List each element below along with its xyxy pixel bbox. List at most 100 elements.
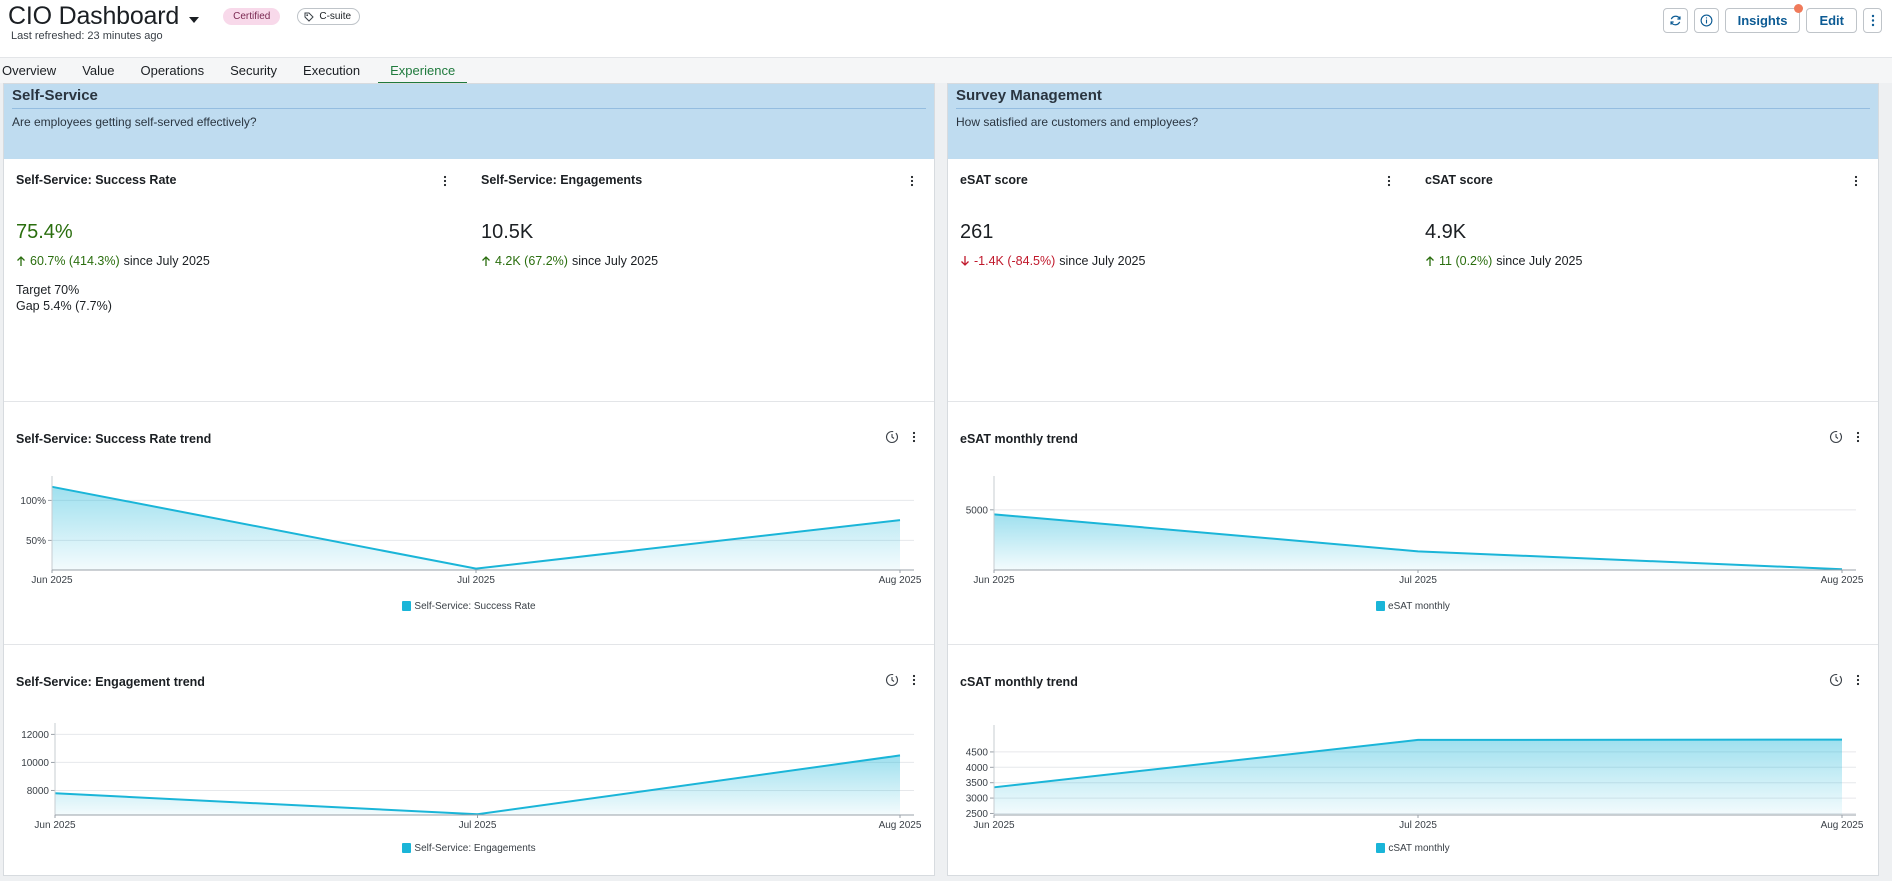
delta-since: since July 2025 bbox=[571, 254, 659, 268]
target-value: 70% bbox=[54, 283, 80, 297]
tab-security[interactable]: Security bbox=[230, 63, 278, 78]
kebab-icon[interactable] bbox=[1856, 674, 1860, 686]
kebab-icon[interactable] bbox=[912, 674, 916, 686]
y-tick-label: 100% bbox=[20, 496, 46, 507]
y-tick-label: 4500 bbox=[966, 747, 989, 758]
area-fill bbox=[994, 514, 1842, 570]
group-description: Are employees getting self-served effect… bbox=[12, 115, 257, 129]
info-button[interactable] bbox=[1693, 8, 1719, 33]
delta-since: since July 2025 bbox=[1496, 254, 1583, 268]
x-tick-label: Aug 2025 bbox=[1821, 575, 1864, 586]
kpi-delta: 60.7% (414.3%) since July 2025 bbox=[16, 254, 457, 268]
kpi-csat-score[interactable]: cSAT score 4.9K 11 (0.2%) since July 202… bbox=[1413, 159, 1878, 402]
delta-since: since July 2025 bbox=[1059, 254, 1146, 268]
tag-icon bbox=[304, 12, 315, 22]
esat-chart: 5000 Jun 2025 Jul 2025 Aug 2025 bbox=[966, 476, 1864, 586]
history-icon[interactable] bbox=[1829, 673, 1843, 687]
kebab-icon[interactable] bbox=[912, 431, 916, 443]
chart-legend: eSAT monthly bbox=[948, 601, 1878, 612]
gap-line: Gap 5.4% (7.7%) bbox=[16, 298, 457, 314]
delta-since: since July 2025 bbox=[123, 254, 210, 268]
refresh-button[interactable] bbox=[1662, 8, 1688, 33]
chart-title: Self-Service: Success Rate trend bbox=[16, 432, 212, 446]
legend-swatch bbox=[1376, 843, 1386, 854]
target-label: Target bbox=[16, 283, 51, 297]
history-icon[interactable] bbox=[885, 673, 899, 687]
kebab-icon bbox=[1871, 14, 1874, 27]
y-tick-label: 3000 bbox=[966, 794, 989, 805]
x-tick-label: Jul 2025 bbox=[1399, 575, 1437, 586]
kpi-engagements[interactable]: Self-Service: Engagements 10.5K 4.2K (67… bbox=[469, 159, 934, 402]
tag-chip[interactable]: C-suite bbox=[297, 8, 361, 25]
group-title: Survey Management bbox=[956, 87, 1870, 109]
y-tick-label: 8000 bbox=[27, 786, 50, 797]
delta-value: 11 (0.2%) bbox=[1439, 254, 1493, 268]
kpi-row: eSAT score 261 -1.4K (-84.5%) since July… bbox=[948, 159, 1878, 402]
delta-value: 4.2K (67.2%) bbox=[495, 254, 568, 268]
esat-trend-card: eSAT monthly trend 5000 Jun 2025 Jul 2025 A… bbox=[948, 402, 1878, 645]
chevron-down-icon[interactable] bbox=[189, 16, 200, 23]
kebab-icon[interactable] bbox=[443, 175, 447, 187]
target-line: Target 70% bbox=[16, 282, 457, 298]
kebab-icon[interactable] bbox=[910, 175, 914, 187]
kpi-value: 10.5K bbox=[481, 221, 534, 243]
x-tick-label: Jun 2025 bbox=[31, 575, 73, 586]
tab-execution[interactable]: Execution bbox=[303, 63, 361, 78]
area-fill bbox=[55, 755, 900, 815]
group-header: Survey Management How satisfied are cust… bbox=[948, 84, 1878, 159]
tab-experience[interactable]: Experience bbox=[378, 58, 468, 84]
kpi-value: 4.9K bbox=[1425, 221, 1467, 243]
csat-trend-card: cSAT monthly trend 2500 3000 3500 4000 4500 J… bbox=[948, 645, 1878, 875]
x-tick-label: Jul 2025 bbox=[459, 820, 497, 831]
header-actions: Insights Edit bbox=[1662, 4, 1882, 33]
y-tick-label: 3500 bbox=[966, 778, 989, 789]
edit-button[interactable]: Edit bbox=[1806, 8, 1857, 33]
dashboard-header: CIO Dashboard Certified C-suite Last ref… bbox=[0, 0, 1892, 57]
x-tick-label: Jun 2025 bbox=[973, 575, 1015, 586]
kebab-icon[interactable] bbox=[1387, 175, 1391, 187]
legend-swatch bbox=[402, 843, 412, 854]
arrow-up-icon bbox=[1426, 256, 1434, 266]
group-description: How satisfied are customers and employee… bbox=[956, 115, 1199, 129]
kebab-icon[interactable] bbox=[1856, 431, 1860, 443]
chart-legend: Self-Service: Success Rate bbox=[4, 601, 934, 612]
history-icon[interactable] bbox=[885, 430, 899, 444]
tab-value[interactable]: Value bbox=[82, 63, 115, 78]
chart-title: cSAT monthly trend bbox=[960, 675, 1078, 689]
kpi-success-rate[interactable]: Self-Service: Success Rate 75.4% 60.7% (… bbox=[4, 159, 469, 402]
last-refreshed: Last refreshed: 23 minutes ago bbox=[11, 30, 163, 42]
insights-label: Insights bbox=[1737, 13, 1788, 28]
chart-title: Self-Service: Engagement trend bbox=[16, 675, 205, 689]
tab-overview[interactable]: Overview bbox=[2, 63, 57, 78]
x-tick-label: Jun 2025 bbox=[973, 820, 1015, 831]
more-options-button[interactable] bbox=[1863, 8, 1882, 33]
insights-button[interactable]: Insights bbox=[1724, 4, 1804, 33]
kpi-target-gap: Target 70% Gap 5.4% (7.7%) bbox=[16, 282, 457, 314]
chart-legend: Self-Service: Engagements bbox=[4, 843, 934, 854]
series-line bbox=[993, 738, 1843, 789]
series-line bbox=[993, 513, 1843, 571]
self-service-group: Self-Service Are employees getting self-… bbox=[3, 83, 935, 876]
kebab-icon[interactable] bbox=[1854, 175, 1858, 187]
tab-operations[interactable]: Operations bbox=[140, 63, 205, 78]
engagement-trend-card: Self-Service: Engagement trend 8000 10000… bbox=[4, 645, 934, 875]
y-tick-label: 12000 bbox=[21, 730, 49, 741]
info-icon bbox=[1700, 14, 1713, 27]
notification-dot bbox=[1794, 4, 1804, 13]
legend-label: cSAT monthly bbox=[1388, 843, 1450, 854]
tag-label: C-suite bbox=[319, 11, 352, 22]
kpi-value: 261 bbox=[960, 221, 994, 243]
success-rate-chart: 50% 100% Jun 2025 Jul 2025 Aug 2025 bbox=[20, 476, 922, 586]
delta-value: -1.4K (-84.5%) bbox=[974, 254, 1056, 268]
group-title: Self-Service bbox=[12, 87, 926, 109]
delta-value: 60.7% (414.3%) bbox=[30, 254, 120, 268]
dashboard-title: CIO Dashboard bbox=[8, 2, 180, 30]
kpi-title: Self-Service: Engagements bbox=[481, 173, 643, 187]
y-tick-label: 2500 bbox=[966, 809, 989, 820]
history-icon[interactable] bbox=[1829, 430, 1843, 444]
certified-badge: Certified bbox=[223, 8, 281, 25]
kpi-esat-score[interactable]: eSAT score 261 -1.4K (-84.5%) since July… bbox=[948, 159, 1413, 402]
chart-actions bbox=[885, 673, 916, 687]
legend-swatch bbox=[1376, 601, 1386, 612]
csat-chart: 2500 3000 3500 4000 4500 Jun 2025 Jul 2025 Aug … bbox=[966, 725, 1864, 831]
